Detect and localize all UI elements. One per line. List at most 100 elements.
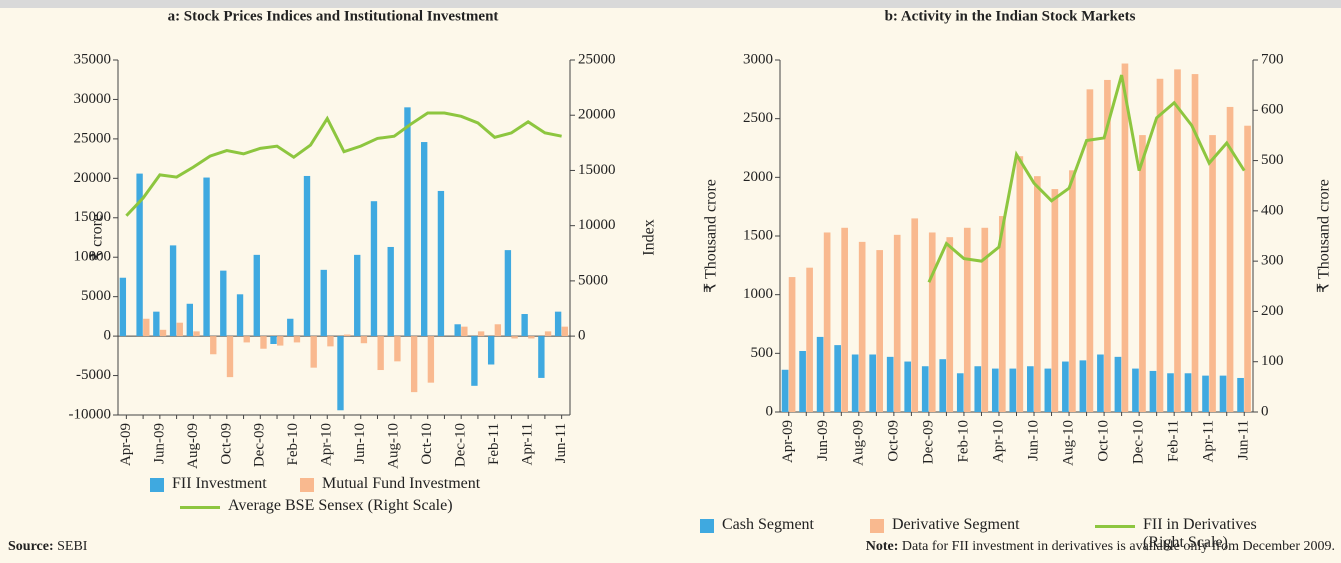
y-tick-label: 10000 [74, 249, 112, 265]
y2-tick-label: 10000 [578, 217, 616, 233]
legend-label: FII in Derivatives (Right Scale) [1143, 516, 1257, 551]
chart-title: b: Activity in the Indian Stock Markets [885, 8, 1136, 24]
bar [159, 329, 167, 337]
x-tick-label: Apr-11 [520, 423, 536, 465]
bar [427, 336, 435, 383]
bar [1104, 79, 1111, 413]
y-tick-label: 20000 [74, 170, 112, 186]
footnote-text: Data for FII investment in derivatives i… [902, 539, 1335, 554]
bar [1167, 373, 1174, 412]
bar [370, 201, 378, 337]
bar [1016, 156, 1024, 412]
y2-axis-label: ₹ Thousand crore [1316, 179, 1333, 293]
y2-tick-label: 300 [1261, 253, 1284, 269]
legend-swatch [300, 478, 314, 492]
x-tick-label: Oct-09 [218, 423, 234, 465]
bar [991, 368, 999, 412]
bar [494, 324, 502, 337]
bar [1244, 125, 1251, 412]
x-tick-label: Oct-09 [885, 420, 901, 462]
bar [1132, 368, 1139, 412]
bar [528, 336, 535, 339]
bar [1121, 63, 1129, 413]
y2-tick-label: 500 [1261, 152, 1284, 168]
bar [260, 336, 267, 349]
bar [461, 326, 468, 337]
bar [928, 232, 936, 412]
bar [176, 322, 183, 337]
bar [1044, 368, 1052, 412]
bar [554, 311, 562, 337]
y-tick-label: 1500 [743, 227, 773, 243]
top-band [0, 0, 1341, 8]
legend-item: Derivative Segment [870, 516, 1020, 534]
bar [1139, 135, 1146, 413]
y-tick-label: 0 [766, 403, 774, 419]
bar [437, 190, 445, 337]
bar [781, 369, 789, 412]
y-tick-label: 0 [104, 328, 112, 344]
bar [377, 336, 384, 371]
bar [981, 227, 989, 412]
bar [1202, 375, 1209, 412]
legend-item: Cash Segment [700, 516, 814, 534]
bar [911, 218, 919, 412]
bar [939, 359, 947, 412]
x-tick-label: Feb-10 [955, 420, 971, 463]
y-tick-label: 2500 [743, 110, 773, 126]
y-tick-label: 3000 [743, 51, 773, 67]
y2-tick-label: 100 [1261, 353, 1284, 369]
bar [956, 373, 964, 412]
bar [210, 336, 217, 355]
x-tick-label: Jun-09 [815, 420, 831, 461]
y-tick-label: 1000 [743, 286, 773, 302]
bar [921, 366, 929, 412]
footnote-label: Note: [866, 539, 899, 554]
bar [806, 267, 813, 412]
footnote: Source: SEBI [8, 539, 88, 554]
x-tick-label: Jun-10 [352, 423, 368, 464]
footnote: Note: Data for FII investment in derivat… [866, 539, 1335, 554]
bar [521, 314, 528, 337]
bar [136, 173, 143, 337]
y2-tick-label: 15000 [578, 162, 616, 178]
x-tick-label: Aug-09 [850, 420, 866, 466]
bar [904, 361, 912, 412]
bar [538, 336, 545, 378]
x-tick-label: Dec-09 [252, 423, 268, 467]
x-tick-label: Apr-09 [118, 423, 134, 466]
bar [153, 311, 160, 337]
bar [1114, 356, 1122, 412]
bar [410, 336, 418, 393]
bar [203, 177, 210, 337]
y2-tick-label: 20000 [578, 107, 616, 123]
bar [169, 245, 177, 337]
y2-tick-label: 700 [1261, 51, 1284, 67]
bar [504, 250, 512, 337]
bar [1097, 354, 1104, 412]
y-tick-label: 500 [751, 345, 774, 361]
x-tick-label: Aug-09 [185, 423, 201, 469]
x-tick-label: Oct-10 [419, 423, 435, 465]
x-tick-label: Jun-11 [553, 423, 569, 463]
line-series [125, 111, 562, 217]
bar [1086, 89, 1094, 412]
bar [404, 107, 411, 337]
x-tick-label: Apr-11 [1201, 420, 1217, 462]
chart-title: a: Stock Prices Indices and Institutiona… [168, 8, 499, 24]
bar [1156, 78, 1164, 413]
x-tick-label: Dec-10 [453, 423, 469, 467]
bar [963, 227, 971, 412]
x-tick-label: Jun-10 [1025, 420, 1041, 461]
y2-tick-label: 0 [578, 328, 586, 344]
y2-axis-label: Index [641, 219, 658, 255]
bar [477, 331, 485, 337]
y-axis-label: ₹ crore [89, 214, 106, 261]
y2-tick-label: 25000 [578, 51, 616, 67]
legend-item: Mutual Fund Investment [300, 475, 480, 493]
bar [394, 336, 401, 362]
bar [337, 336, 344, 411]
legend-item: Average BSE Sensex (Right Scale) [180, 497, 453, 515]
